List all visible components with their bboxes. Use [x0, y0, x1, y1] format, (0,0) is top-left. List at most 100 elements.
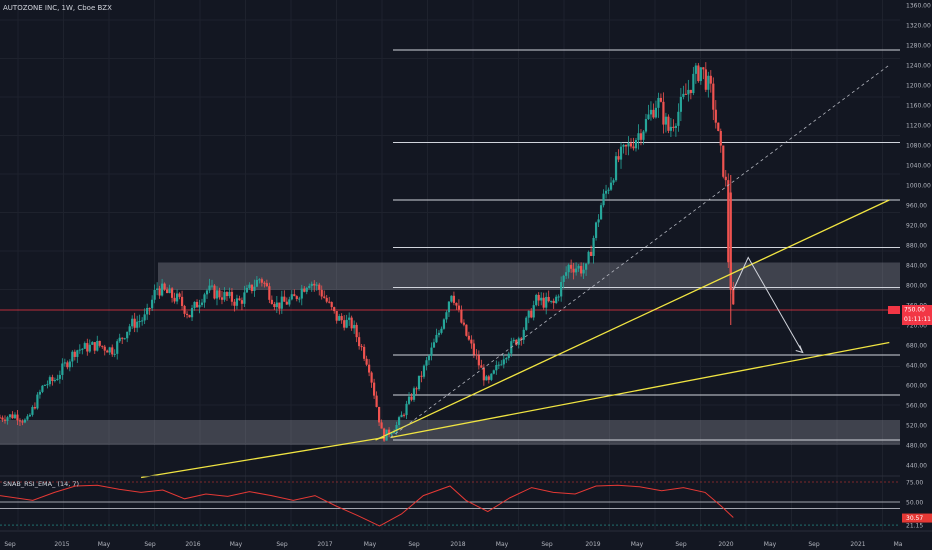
candle-body [308, 285, 311, 288]
rsi-tick-label: 21.15 [906, 523, 923, 530]
candle-body [330, 302, 333, 308]
candle-body [31, 407, 34, 415]
candle-body [427, 355, 431, 361]
candle-body [205, 290, 209, 295]
candle-body [669, 126, 673, 131]
candle-body [415, 388, 418, 390]
candle-body [405, 403, 408, 416]
candle-body [318, 284, 321, 290]
candle-body [657, 97, 660, 108]
candle-body [495, 365, 498, 371]
candle-body [627, 143, 630, 147]
candle-body [8, 414, 12, 418]
candle-body [460, 309, 463, 323]
demand-zone [0, 420, 900, 445]
candle-body [323, 296, 326, 298]
arrow-head [795, 345, 804, 354]
time-tick-label: May [764, 541, 777, 548]
candle-body [203, 294, 206, 303]
candle-body [368, 364, 371, 373]
candle-body [475, 354, 478, 356]
time-tick-label: 2021 [850, 541, 865, 548]
candle-body [3, 419, 7, 421]
candle-body [61, 363, 64, 375]
candle-body [560, 281, 563, 297]
candle-body [238, 298, 241, 301]
candle-body [43, 384, 46, 386]
candle-body [288, 299, 291, 305]
candle-body [455, 302, 458, 306]
countdown-label: 01:11:11 [904, 316, 931, 323]
candle-body [13, 414, 17, 419]
price-tick-label: 1240.00 [906, 63, 931, 70]
candle-body [729, 192, 732, 290]
time-tick-label: 2018 [450, 541, 465, 548]
candle-body [587, 251, 590, 264]
candle-body [220, 297, 224, 300]
candle-body [465, 324, 468, 336]
price-tick-label: 960.00 [906, 203, 927, 210]
rsi-line [0, 484, 734, 527]
candle-body [195, 301, 199, 308]
candle-body [303, 288, 306, 292]
price-tick-label: 840.00 [906, 263, 927, 270]
candle-body [36, 394, 39, 409]
candle-body [420, 375, 423, 377]
candle-body [46, 384, 49, 386]
candle-body [512, 339, 515, 342]
time-tick-label: May [631, 541, 644, 548]
price-tick-label: 440.00 [906, 463, 927, 470]
candle-body [78, 349, 81, 351]
time-tick-label: Sep [4, 541, 16, 548]
candle-body [198, 304, 201, 308]
candle-body [540, 297, 543, 301]
time-tick-label: 2019 [585, 541, 600, 548]
candle-body [1, 417, 4, 420]
candle-body [457, 305, 461, 310]
candle-body [435, 334, 438, 343]
trendline [375, 199, 890, 441]
candle-body [136, 321, 139, 328]
time-tick-label: Sep [541, 541, 553, 548]
candle-body [173, 297, 176, 302]
candle-body [550, 300, 553, 302]
candle-body [692, 73, 695, 94]
candle-body [126, 331, 129, 339]
candle-body [450, 295, 453, 302]
candle-body [345, 319, 348, 328]
candle-body [295, 296, 298, 300]
candle-body [585, 263, 588, 270]
candle-body [647, 114, 650, 120]
candle-body [714, 109, 717, 123]
candle-body [707, 75, 710, 90]
candle-body [285, 301, 288, 305]
candle-body [672, 126, 675, 128]
candle-body [93, 342, 96, 351]
candle-body [325, 297, 328, 302]
candle-body [21, 421, 24, 423]
price-tick-label: 1080.00 [906, 143, 931, 150]
candle-body [709, 75, 712, 84]
candle-body [193, 301, 196, 308]
candle-body [654, 107, 658, 118]
candle-body [230, 291, 234, 302]
candle-body [96, 340, 99, 351]
candle-body [190, 307, 194, 318]
candle-body [215, 290, 219, 299]
candle-body [702, 67, 705, 70]
candle-body [283, 296, 286, 302]
candle-body [557, 296, 560, 298]
candle-body [6, 417, 9, 421]
candle-body [679, 96, 682, 112]
candle-body [580, 265, 583, 274]
candle-body [188, 314, 191, 318]
candle-body [697, 65, 700, 82]
candle-body [66, 362, 69, 368]
candle-body [689, 89, 692, 94]
candle-body [619, 146, 623, 160]
candle-body [490, 373, 493, 380]
candle-body [694, 65, 697, 74]
candle-body [470, 339, 473, 344]
last-price-label: 750.00 [904, 307, 925, 314]
